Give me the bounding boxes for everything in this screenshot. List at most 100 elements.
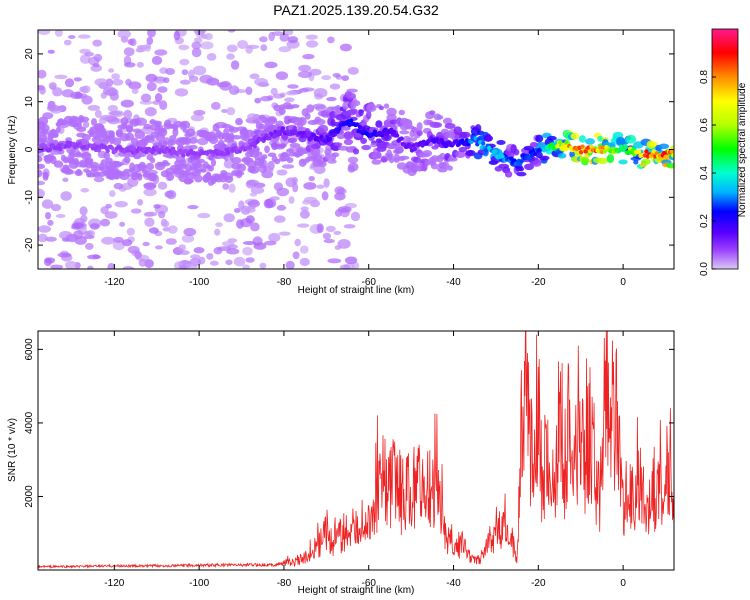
heatmap-cell (129, 118, 140, 127)
heatmap-cell (73, 77, 82, 82)
heatmap-cell (344, 256, 358, 265)
heatmap-cell (432, 122, 443, 128)
heatmap-cell (122, 239, 133, 247)
heatmap-cell (555, 144, 560, 149)
heatmap-cell (178, 244, 186, 252)
heatmap-cell (322, 232, 332, 240)
heatmap-cell (527, 155, 532, 161)
heatmap-cell (474, 124, 482, 133)
heatmap-cell (193, 247, 205, 254)
heatmap-cell (341, 126, 351, 131)
heatmap-cell (166, 172, 175, 181)
heatmap-cell (233, 208, 241, 213)
heatmap-cell (671, 153, 674, 158)
heatmap-cell (188, 75, 199, 83)
heatmap-cell (64, 78, 75, 88)
heatmap-cell (288, 196, 295, 204)
snr-frame (37, 330, 675, 571)
heatmap-cell (91, 136, 102, 143)
heatmap-cell (181, 120, 191, 129)
heatmap-cell (347, 165, 356, 173)
snr-panel: -120 -100 -80 -60 -40 -20 0 2000 4000 6000 Heigh… (7, 330, 675, 596)
heatmap-cell (226, 53, 235, 60)
heatmap-cell (208, 165, 214, 172)
heatmap-cell (558, 140, 563, 145)
heatmap-cell (93, 176, 105, 183)
heatmap-cell (188, 144, 198, 150)
heatmap-cell (297, 223, 310, 228)
x-tick-label: -80 (277, 578, 292, 589)
heatmap-cell (436, 131, 444, 140)
heatmap-cell (185, 128, 196, 137)
heatmap-cell (252, 143, 257, 149)
heatmap-cell (618, 159, 628, 165)
heatmap-cell (73, 116, 80, 121)
heatmap-cell (193, 109, 206, 116)
heatmap-cell (357, 125, 363, 130)
snr-series-line (38, 331, 674, 570)
heatmap-cell (197, 212, 211, 219)
heatmap-cell (80, 188, 90, 193)
heatmap-cell (316, 223, 324, 234)
heatmap-cell (55, 126, 61, 133)
heatmap-cell (38, 155, 43, 163)
heatmap-cell (231, 135, 242, 140)
heatmap-cell (38, 116, 49, 126)
heatmap-cell (278, 231, 291, 236)
heatmap-cell (54, 30, 63, 37)
heatmap-cell (39, 86, 46, 95)
heatmap-cell (275, 120, 284, 127)
heatmap-cell (41, 199, 54, 209)
heatmap-cell (38, 233, 48, 243)
x-tick-label: 0 (620, 277, 626, 288)
heatmap-cell (337, 206, 352, 213)
heatmap-cell (447, 157, 458, 162)
heatmap-cell (191, 41, 202, 50)
heatmap-cell (65, 260, 78, 269)
heatmap-cell (280, 126, 286, 131)
heatmap-cell (388, 155, 395, 164)
heatmap-cell (107, 104, 119, 112)
heatmap-cell (285, 260, 295, 269)
heatmap-cell (289, 143, 301, 148)
heatmap-cell (181, 153, 186, 158)
heatmap-cell (602, 149, 608, 154)
heatmap-cell (38, 169, 43, 178)
heatmap-cell (219, 80, 232, 91)
heatmap-cell (285, 90, 297, 96)
heatmap-cell (76, 126, 87, 132)
heatmap-cell (160, 161, 171, 167)
heatmap-cell (200, 168, 207, 173)
heatmap-cell (165, 68, 176, 75)
heatmap-cell (347, 156, 359, 164)
heatmap-cell (212, 123, 220, 132)
x-tick-label: -100 (189, 578, 209, 589)
heatmap-cell (380, 155, 388, 163)
heatmap-cell (45, 212, 51, 220)
heatmap-cell (298, 64, 312, 72)
heatmap-cell (481, 141, 486, 146)
heatmap-cell (316, 184, 325, 189)
heatmap-cell (616, 136, 626, 146)
y-tick-label: 2000 (24, 485, 35, 508)
heatmap-cell (259, 262, 267, 269)
heatmap-cell (113, 182, 124, 190)
heatmap-cell (287, 137, 297, 144)
heatmap-cell (114, 162, 125, 166)
heatmap-cell (105, 148, 110, 153)
heatmap-cell (190, 114, 204, 122)
heatmap-cell (93, 53, 103, 62)
heatmap-cell (589, 144, 594, 150)
heatmap-cell (214, 228, 221, 236)
heatmap-cell (124, 62, 136, 68)
heatmap-cell (412, 146, 418, 152)
heatmap-cell (73, 230, 84, 240)
heatmap-cell (108, 68, 115, 73)
heatmap-cell (332, 152, 340, 158)
heatmap-cell (334, 192, 346, 201)
heatmap-cell (233, 145, 238, 151)
x-tick-label: -120 (104, 277, 124, 288)
heatmap-cell (39, 134, 48, 143)
heatmap-cell (53, 160, 64, 168)
